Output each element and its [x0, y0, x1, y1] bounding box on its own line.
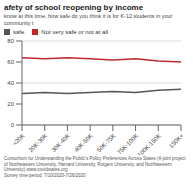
html-text:afety of school reopening by i: afety of school reopening by income	[4, 3, 144, 12]
svg-text:0: 0	[11, 122, 15, 128]
svg-text:100K-150K: 100K-150K	[137, 132, 162, 155]
svg-text:150K+: 150K+	[168, 132, 185, 149]
svg-text:30K-40K: 30K-40K	[50, 132, 71, 153]
svg-text:20K-30K: 20K-30K	[28, 132, 49, 153]
svg-text:50K-75K: 50K-75K	[96, 132, 117, 153]
svg-text:40: 40	[8, 80, 15, 86]
svg-text:60: 60	[8, 59, 15, 65]
html-text:Survey time period: 7/10/2020-: Survey time period: 7/10/2020-7/26/2020	[4, 172, 86, 178]
html-text:safe: safe	[13, 29, 25, 35]
svg-text:75K-100K: 75K-100K	[116, 132, 139, 155]
html-text:Consortium for Understanding t: Consortium for Understanding the Public'…	[4, 156, 186, 172]
html-text:know at this time, how safe do: know at this time, how safe do you think…	[4, 13, 173, 26]
html-text:Not very safe or not at all: Not very safe or not at all	[41, 29, 108, 35]
svg-text:80: 80	[8, 38, 15, 44]
svg-text:20: 20	[8, 101, 15, 107]
svg-text:<20K: <20K	[11, 132, 25, 146]
svg-text:40K-50K: 40K-50K	[73, 132, 94, 153]
